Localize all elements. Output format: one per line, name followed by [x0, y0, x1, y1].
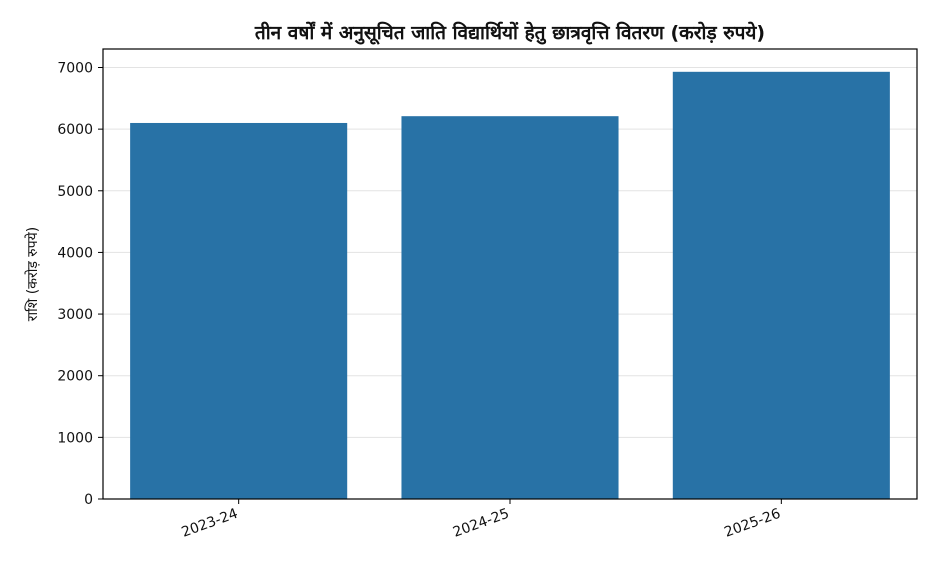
y-tick-label: 0	[84, 492, 93, 508]
x-tick-label: 2025-26	[722, 506, 783, 541]
x-axis-ticks: 2023-24 2024-25 2025-26	[180, 499, 783, 541]
y-axis-ticks: 0 1000 2000 3000 4000 5000 6000 7000	[57, 60, 103, 508]
y-tick-label: 5000	[57, 184, 93, 200]
x-tick-label: 2023-24	[180, 506, 241, 541]
y-tick-label: 2000	[57, 369, 93, 385]
bar	[401, 116, 619, 500]
bars	[130, 71, 890, 500]
y-tick-label: 6000	[57, 122, 93, 138]
y-tick-label: 1000	[57, 430, 93, 446]
chart-title: तीन वर्षों में अनुसूचित जाति विद्यार्थिय…	[254, 21, 765, 45]
bar	[130, 122, 348, 500]
y-tick-label: 4000	[57, 245, 93, 261]
y-tick-label: 7000	[57, 60, 93, 76]
plot-frame	[102, 48, 918, 500]
bar	[672, 71, 890, 499]
x-tick-label: 2024-25	[451, 506, 511, 541]
y-axis-label: राशि (करोड़ रुपये)	[24, 227, 41, 321]
y-tick-label: 3000	[57, 307, 93, 323]
